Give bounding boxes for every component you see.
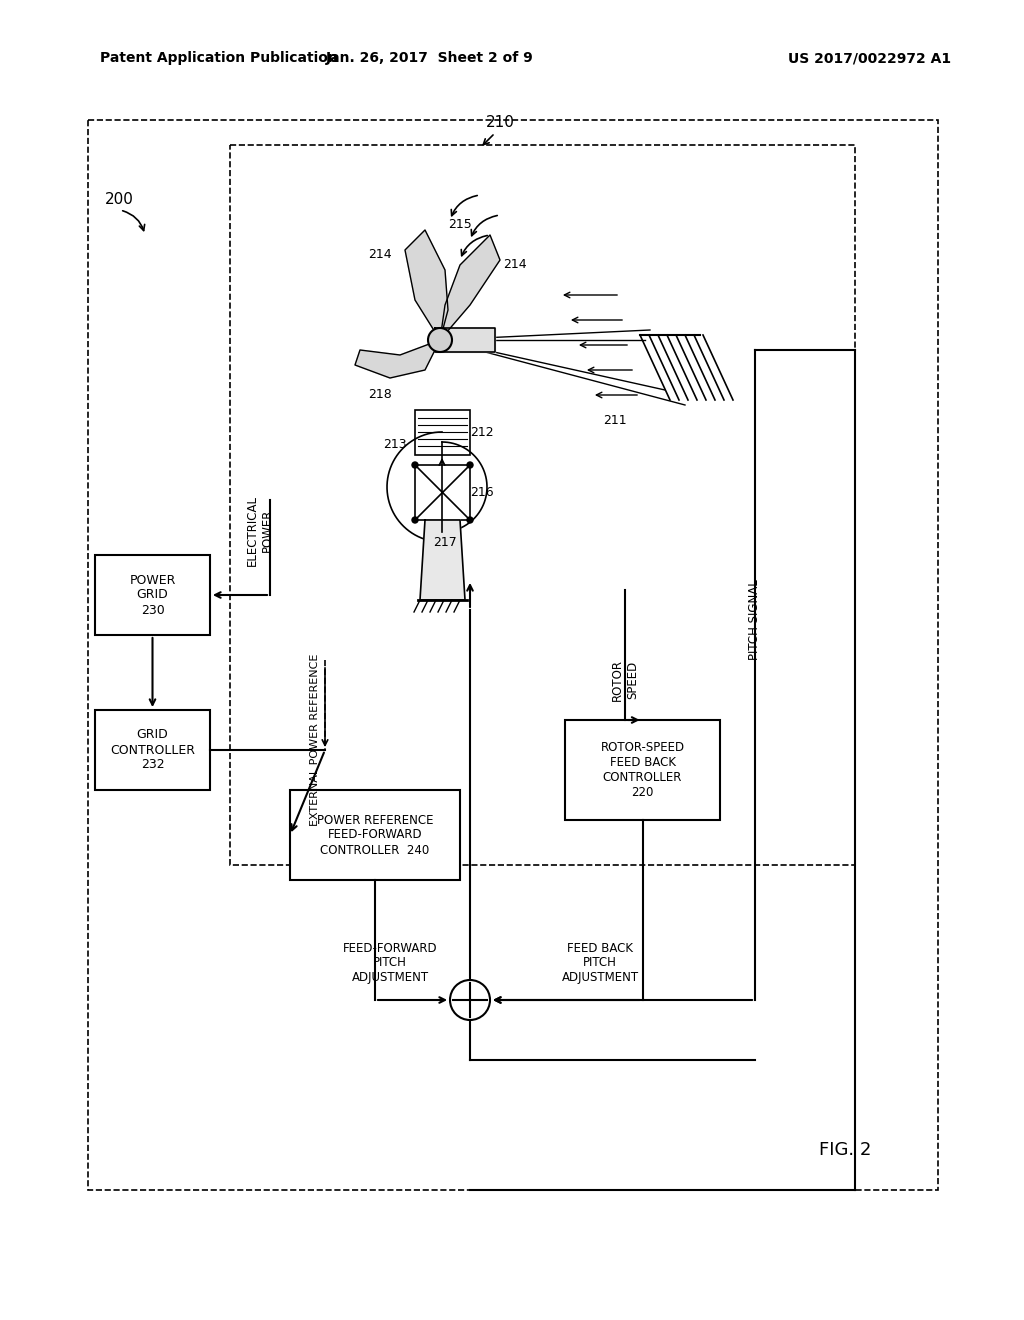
- Text: Patent Application Publication: Patent Application Publication: [100, 51, 338, 65]
- Bar: [95, 710, 210, 789]
- Text: 215: 215: [449, 219, 472, 231]
- Bar: [415, 465, 470, 520]
- Text: 212: 212: [470, 425, 494, 438]
- Circle shape: [428, 327, 452, 352]
- Text: GRID
CONTROLLER
232: GRID CONTROLLER 232: [110, 729, 195, 771]
- Text: 214: 214: [369, 248, 392, 261]
- Text: ROTOR-SPEED
FEED BACK
CONTROLLER
220: ROTOR-SPEED FEED BACK CONTROLLER 220: [600, 741, 685, 799]
- Circle shape: [412, 462, 418, 469]
- Bar: [290, 789, 460, 880]
- Text: 210: 210: [485, 115, 514, 129]
- Text: 214: 214: [503, 259, 526, 272]
- Text: Jan. 26, 2017  Sheet 2 of 9: Jan. 26, 2017 Sheet 2 of 9: [326, 51, 534, 65]
- Text: 216: 216: [470, 486, 494, 499]
- Polygon shape: [355, 341, 440, 378]
- Bar: [95, 554, 210, 635]
- Text: 217: 217: [433, 536, 457, 549]
- Circle shape: [467, 462, 473, 469]
- Text: ELECTRICAL
POWER: ELECTRICAL POWER: [246, 495, 274, 565]
- Text: 211: 211: [603, 413, 627, 426]
- Text: 200: 200: [105, 193, 134, 207]
- Text: EXTERNAL POWER REFERENCE: EXTERNAL POWER REFERENCE: [310, 653, 319, 826]
- Bar: [230, 145, 855, 865]
- Polygon shape: [406, 230, 449, 341]
- Polygon shape: [435, 327, 495, 352]
- Bar: [88, 120, 938, 1191]
- Circle shape: [467, 517, 473, 523]
- Text: POWER
GRID
230: POWER GRID 230: [129, 573, 176, 616]
- Text: 218: 218: [368, 388, 392, 401]
- Text: PITCH SIGNAL: PITCH SIGNAL: [749, 579, 762, 660]
- Bar: [415, 411, 470, 455]
- Text: POWER REFERENCE
FEED-FORWARD
CONTROLLER  240: POWER REFERENCE FEED-FORWARD CONTROLLER …: [316, 813, 433, 857]
- Polygon shape: [440, 235, 500, 341]
- Polygon shape: [420, 520, 465, 601]
- Text: FIG. 2: FIG. 2: [819, 1140, 871, 1159]
- Text: 213: 213: [383, 438, 407, 451]
- Text: US 2017/0022972 A1: US 2017/0022972 A1: [788, 51, 951, 65]
- Bar: [565, 719, 720, 820]
- Text: FEED-FORWARD
PITCH
ADJUSTMENT: FEED-FORWARD PITCH ADJUSTMENT: [343, 941, 437, 985]
- Text: ROTOR
SPEED: ROTOR SPEED: [611, 659, 639, 701]
- Text: FEED BACK
PITCH
ADJUSTMENT: FEED BACK PITCH ADJUSTMENT: [561, 941, 639, 985]
- Circle shape: [412, 517, 418, 523]
